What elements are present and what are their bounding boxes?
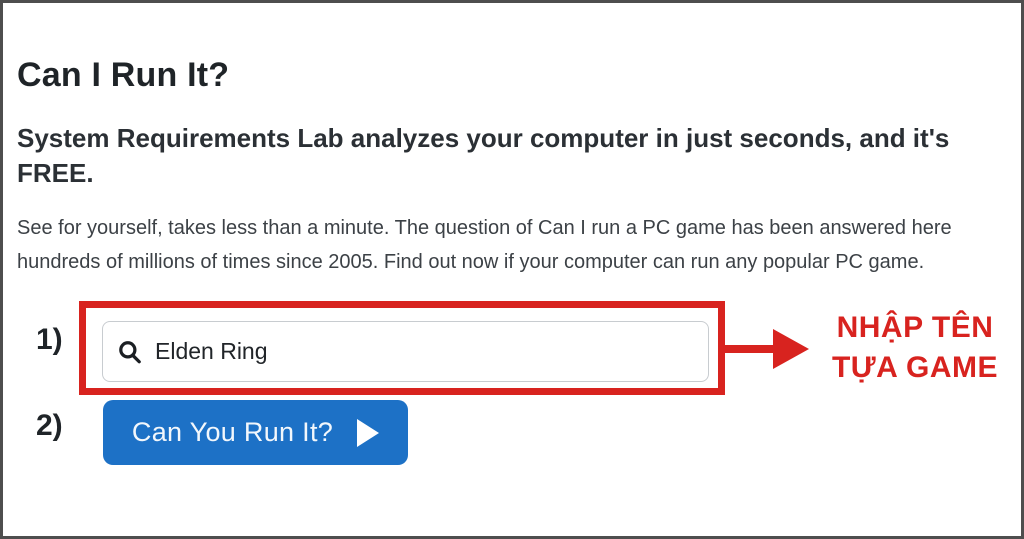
right-arrow-shaft xyxy=(725,345,777,353)
annotation-enter-game-title: NHẬP TÊN TỰA GAME xyxy=(819,308,1011,388)
annotation-highlight-box xyxy=(79,301,725,395)
page-title: Can I Run It? xyxy=(17,55,230,94)
page-description: See for yourself, takes less than a minu… xyxy=(17,217,952,273)
right-arrow-icon xyxy=(773,329,809,369)
step-1-label: 1) xyxy=(36,323,63,356)
game-search-input[interactable] xyxy=(155,338,694,365)
search-icon xyxy=(119,340,141,363)
step-2-label: 2) xyxy=(36,409,63,442)
annotation-line-1: NHẬP TÊN xyxy=(836,311,994,344)
can-you-run-it-button-label: Can You Run It? xyxy=(131,417,334,447)
annotation-line-2: TỰA GAME xyxy=(831,351,999,384)
can-you-run-it-button[interactable]: Can You Run It? xyxy=(103,400,408,465)
game-search-field[interactable] xyxy=(102,321,709,382)
page-subtitle: System Requirements Lab analyzes your co… xyxy=(17,122,950,188)
play-icon xyxy=(357,418,380,447)
